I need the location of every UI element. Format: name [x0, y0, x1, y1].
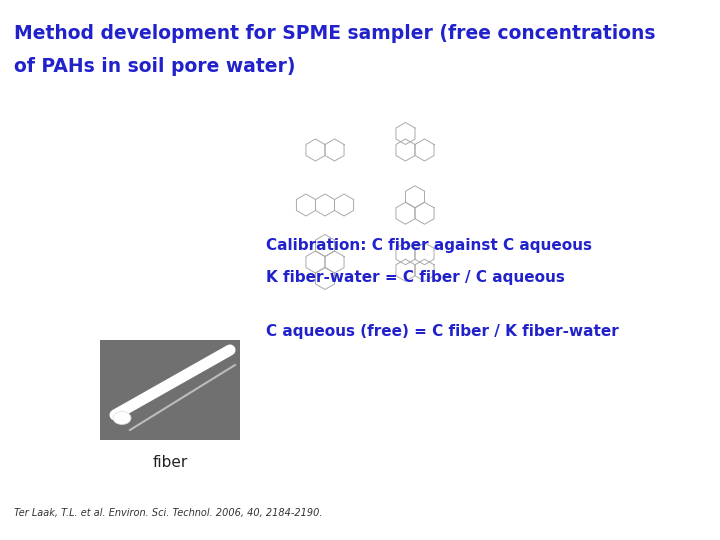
Text: K fiber-water = C fiber / C aqueous: K fiber-water = C fiber / C aqueous	[266, 270, 565, 285]
Text: Calibration: C fiber against C aqueous: Calibration: C fiber against C aqueous	[266, 238, 593, 253]
Text: of PAHs in soil pore water): of PAHs in soil pore water)	[14, 57, 296, 76]
Text: C aqueous (free) = C fiber / K fiber-water: C aqueous (free) = C fiber / K fiber-wat…	[266, 324, 619, 339]
Text: fiber: fiber	[153, 455, 188, 470]
Bar	[100, 340, 240, 440]
Text: Method development for SPME sampler (free concentrations: Method development for SPME sampler (fre…	[14, 24, 656, 43]
Text: Ter Laak, T.L. et al. Environ. Sci. Technol. 2006, 40, 2184-2190.: Ter Laak, T.L. et al. Environ. Sci. Tech…	[14, 508, 323, 518]
Ellipse shape	[113, 411, 131, 424]
Bar	[100, 340, 240, 440]
